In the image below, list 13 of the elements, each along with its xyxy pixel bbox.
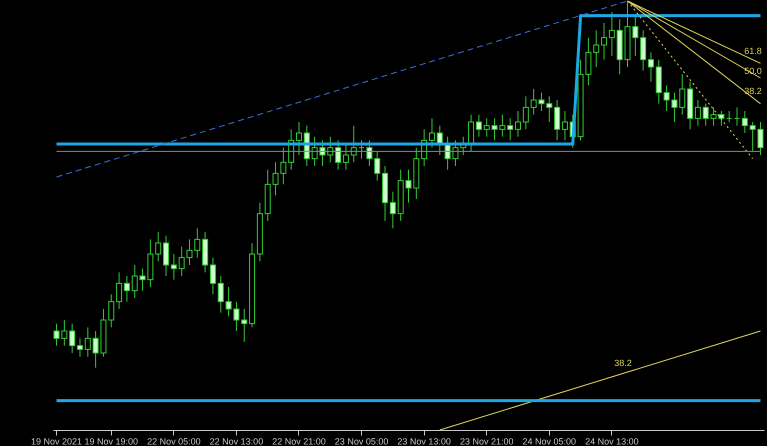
annotation: 61.8	[744, 46, 762, 56]
x-tick-label: 19 Nov 2021	[30, 436, 82, 446]
annotation: 38.2	[614, 358, 632, 368]
x-tick-label: 23 Nov 13:00	[397, 436, 451, 446]
x-tick-label: 23 Nov 21:00	[460, 436, 514, 446]
x-tick-label: 23 Nov 05:00	[334, 436, 388, 446]
x-tick-label: 19 Nov 19:00	[84, 436, 138, 446]
x-tick-label: 22 Nov 13:00	[210, 436, 264, 446]
x-tick-label: 22 Nov 05:00	[147, 436, 201, 446]
annotation: 38.2	[744, 86, 762, 96]
x-tick-label: 22 Nov 21:00	[272, 436, 326, 446]
x-tick-label: 24 Nov 13:00	[585, 436, 639, 446]
x-tick-label: 24 Nov 05:00	[522, 436, 576, 446]
